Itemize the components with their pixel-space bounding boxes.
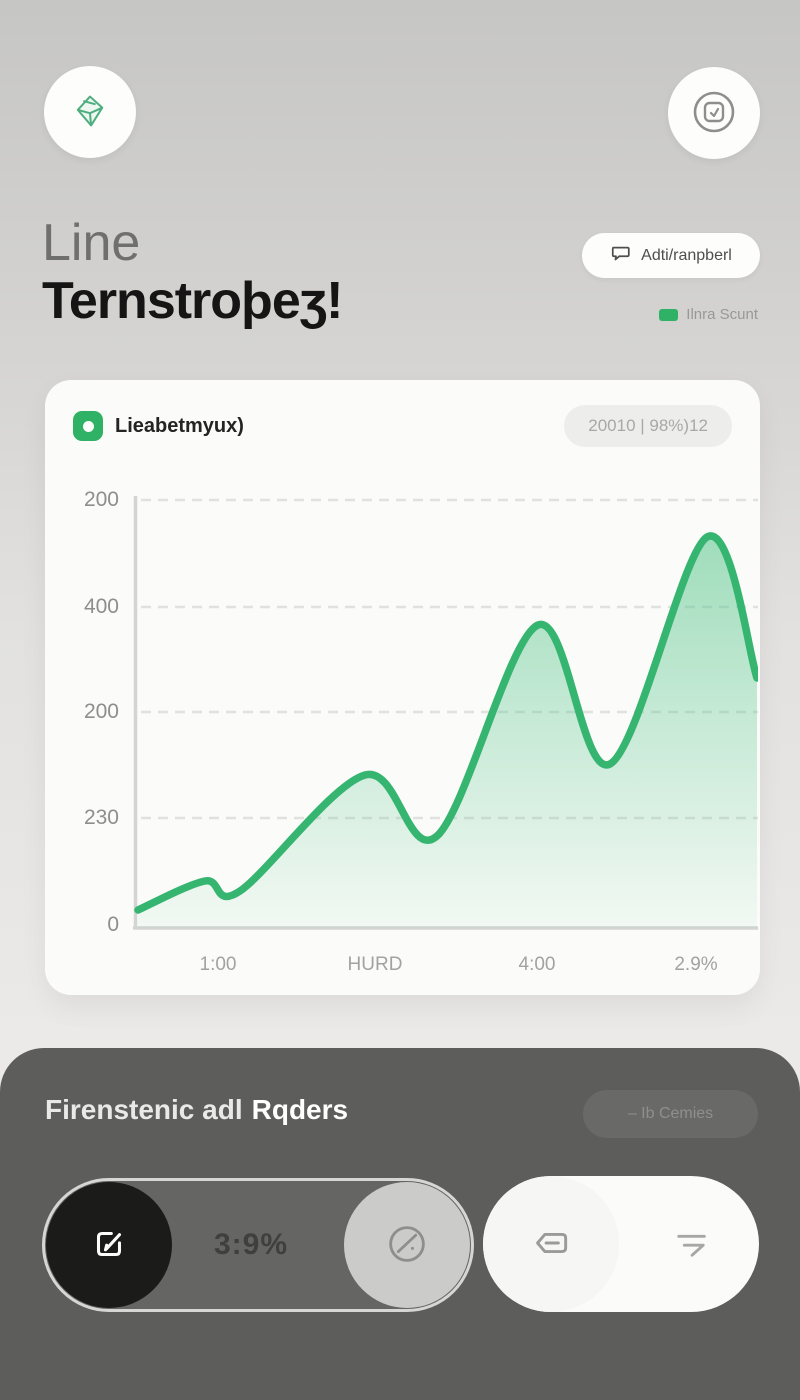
toolbar-right-pill — [483, 1176, 759, 1312]
y-tick-label: 200 — [83, 700, 119, 723]
panel-heading-regular: Firenstenic adl — [45, 1094, 243, 1125]
check-box-button[interactable] — [668, 67, 760, 159]
more-button[interactable]: – Ib Cemies — [583, 1090, 758, 1138]
toolbar-value: 3:9% — [213, 1228, 289, 1261]
toolbar-left-pill: 3:9% — [42, 1178, 474, 1312]
cancel-button[interactable] — [344, 1182, 470, 1308]
chart-area-fill — [138, 535, 757, 928]
bottom-panel: Firenstenic adl Rqders – Ib Cemies 3:9% — [0, 1048, 800, 1400]
x-tick-label: HURD — [347, 954, 403, 975]
legend-swatch — [659, 308, 679, 321]
tag-icon — [529, 1221, 573, 1268]
annotate-button[interactable]: Adti/ranpberl — [582, 233, 760, 278]
panel-heading: Firenstenic adl Rqders — [45, 1094, 348, 1126]
filter-icon — [671, 1223, 711, 1266]
gem-icon — [70, 91, 110, 134]
tag-button[interactable] — [483, 1176, 619, 1312]
legend-label: Ilnra Scunt — [686, 306, 758, 323]
chart-card: Lieabetmyux) 20010 | 98%)12 200 400 200 … — [45, 380, 760, 995]
x-tick-label: 4:00 — [518, 954, 556, 975]
compose-icon — [88, 1223, 130, 1268]
chart-title: Lieabetmyux) — [115, 415, 244, 437]
line-chart-plot — [133, 488, 758, 932]
y-tick-label: 200 — [83, 488, 119, 511]
annotate-button-label: Adti/ranpberl — [641, 246, 732, 264]
x-tick-label: 2.9% — [674, 954, 718, 975]
speech-bubble-icon — [610, 243, 632, 268]
page-title: Line Ternstroþeʒ! — [42, 214, 343, 331]
series-bullet-icon — [73, 411, 103, 441]
chart-line — [134, 532, 758, 914]
y-tick-label: 230 — [83, 806, 119, 829]
panel-heading-bold: Rqders — [251, 1094, 349, 1125]
y-tick-label: 0 — [107, 913, 119, 936]
x-tick-label: 1:00 — [199, 954, 237, 975]
compose-button[interactable] — [46, 1182, 172, 1308]
y-tick-label: 400 — [83, 595, 119, 618]
slash-circle-icon — [383, 1220, 431, 1271]
chart-range-badge[interactable]: 20010 | 98%)12 — [564, 405, 732, 447]
avatar-button[interactable] — [44, 66, 136, 158]
filter-button[interactable] — [651, 1176, 731, 1312]
check-square-icon — [691, 89, 737, 138]
page-title-line2: Ternstroþeʒ! — [42, 272, 343, 331]
chart-legend: Ilnra Scunt — [659, 306, 758, 323]
page-title-line1: Line — [42, 214, 141, 272]
